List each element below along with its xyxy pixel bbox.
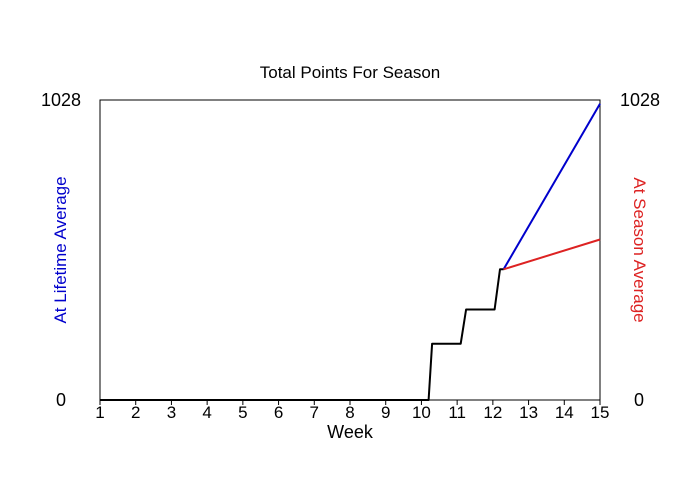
y-axis-min-label-right: 0 — [634, 390, 644, 410]
y-axis-min-label-left: 0 — [56, 390, 66, 410]
y-axis-label-right: At Season Average — [630, 177, 649, 322]
y-axis-label-left: At Lifetime Average — [51, 176, 70, 323]
x-tick-label: 3 — [167, 403, 176, 422]
y-axis-max-label-left: 1028 — [41, 90, 81, 110]
x-tick-label: 4 — [202, 403, 211, 422]
x-tick-label: 11 — [448, 403, 466, 422]
y-axis-max-label-right: 1028 — [620, 90, 660, 110]
x-axis-label: Week — [327, 422, 374, 442]
x-tick-label: 1 — [95, 403, 104, 422]
actual-points-line — [100, 268, 504, 401]
x-tick-label: 6 — [274, 403, 283, 422]
x-tick-label: 15 — [591, 403, 610, 422]
x-tick-label: 2 — [131, 403, 140, 422]
x-tick-label: 9 — [381, 403, 390, 422]
x-tick-label: 13 — [519, 403, 538, 422]
lifetime-average-projection-line — [502, 103, 601, 270]
x-tick-label: 8 — [345, 403, 354, 422]
x-tick-label: 7 — [310, 403, 319, 422]
chart-title: Total Points For Season — [260, 63, 440, 82]
x-tick-label: 5 — [238, 403, 247, 422]
x-axis-ticks: 1 2 3 4 5 6 7 8 9 10 11 12 13 14 15 — [95, 400, 609, 422]
series-lines — [100, 103, 601, 401]
plot-area-frame — [99, 99, 601, 401]
x-tick-label: 14 — [555, 403, 574, 422]
x-tick-label: 12 — [483, 403, 502, 422]
x-tick-label: 10 — [412, 403, 431, 422]
season-average-projection-line — [503, 238, 601, 271]
